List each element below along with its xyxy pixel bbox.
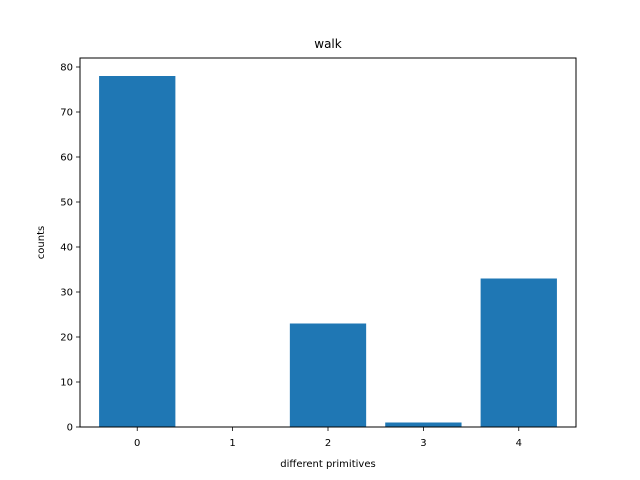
bar-4 (480, 278, 557, 427)
x-tick-label: 0 (134, 438, 140, 449)
x-tick-label: 4 (516, 438, 522, 449)
x-tick-label: 1 (229, 438, 235, 449)
x-tick-label: 2 (325, 438, 331, 449)
y-tick-label: 70 (60, 108, 73, 119)
plot-frame (79, 57, 577, 428)
y-ticks-group: 0 10 20 30 40 50 60 70 80 (60, 63, 80, 434)
chart-title: walk (314, 37, 342, 51)
bar-0 (99, 76, 176, 427)
x-ticks-group: 0 1 2 3 4 (134, 427, 522, 449)
bar-2 (289, 323, 367, 427)
bar-3 (385, 422, 462, 427)
y-tick-label: 30 (60, 288, 73, 299)
y-tick-label: 50 (60, 198, 73, 209)
y-tick-label: 40 (60, 243, 73, 254)
y-tick-label: 80 (60, 63, 73, 74)
y-tick-label: 60 (60, 153, 73, 164)
y-tick-label: 10 (60, 378, 73, 389)
y-axis-label: counts (36, 226, 47, 259)
x-axis-label: different primitives (280, 459, 375, 470)
y-tick-label: 20 (60, 333, 73, 344)
bars-group (99, 76, 557, 427)
y-tick-label: 0 (67, 423, 73, 434)
x-tick-label: 3 (420, 438, 426, 449)
